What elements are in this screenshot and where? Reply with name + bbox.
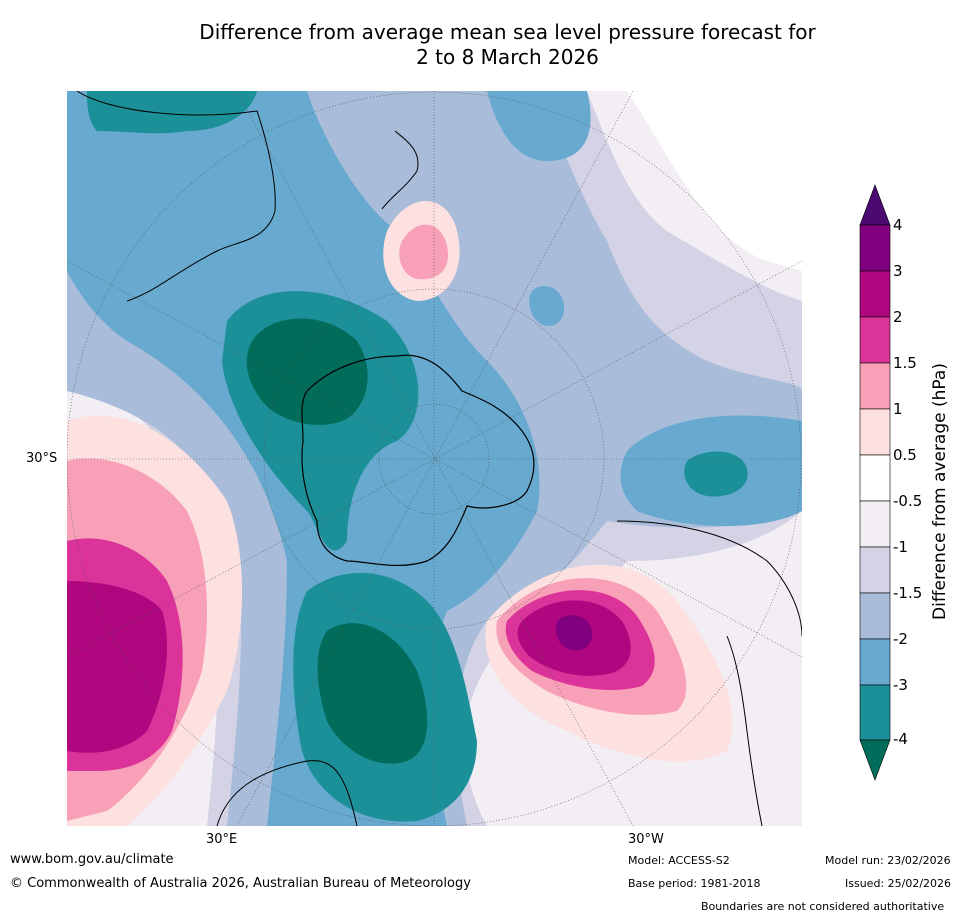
colorbar-band-minus-2: [859, 638, 891, 686]
contour-minus-3-north: [87, 91, 257, 134]
south-america-coastline: [616, 520, 802, 826]
contour-plus-3-east: [555, 615, 593, 651]
colorbar-band-1-1-5: [859, 362, 891, 410]
colorbar-tick: 3: [893, 262, 903, 280]
footer-model-run: Model run: 23/02/2026: [825, 854, 951, 867]
colorbar-band-3-4: [859, 224, 891, 272]
footer-disclaimer: Boundaries are not considered authoritat…: [701, 900, 945, 913]
title-line-1: Difference from average mean sea level p…: [199, 20, 816, 44]
colorbar-tick: -3: [893, 676, 908, 694]
colorbar-tick: 2: [893, 308, 903, 326]
antarctica-coastline: [301, 354, 535, 567]
colorbar-tick: 0.5: [893, 446, 917, 464]
colorbar-band-minus-0-5: [859, 500, 891, 548]
footer-issued: Issued: 25/02/2026: [845, 877, 952, 890]
colorbar-arrow-top: [859, 184, 891, 226]
lon-label-30e: 30°E: [206, 832, 238, 847]
lon-label-30w: 30°W: [628, 832, 664, 847]
colorbar-tick: -4: [893, 730, 908, 748]
colorbar-band-2-3: [859, 270, 891, 318]
colorbar-title: Difference from average (hPa): [930, 363, 950, 620]
footer-copyright: © Commonwealth of Australia 2026, Austra…: [10, 876, 471, 891]
title-line-2: 2 to 8 March 2026: [416, 45, 599, 69]
africa-coastline: [216, 760, 358, 826]
contour-minus-2-north: [487, 91, 591, 161]
colorbar-tick: -1: [893, 538, 908, 556]
colorbar-band-minus-1-5: [859, 592, 891, 640]
lat-label-30s: 30°S: [26, 451, 58, 466]
colorbar-tick: 1.5: [893, 354, 917, 372]
graticule: [67, 91, 802, 826]
footer-base-period: Base period: 1981-2018: [628, 877, 761, 890]
colorbar-tick: 1: [893, 400, 903, 418]
colorbar-band-1-5-2: [859, 316, 891, 364]
colorbar-band-minus-3: [859, 684, 891, 741]
footer-url[interactable]: www.bom.gov.au/climate: [10, 852, 174, 867]
contour-plus-1-north: [399, 224, 448, 280]
contour-below-minus-4-central: [246, 318, 368, 425]
contour-plus-2-west: [67, 581, 167, 753]
colorbar-tick: 4: [893, 216, 903, 234]
colorbar-band-minus-1: [859, 546, 891, 594]
colorbar-tick: -2: [893, 630, 908, 648]
new-zealand-coastline: [381, 130, 419, 210]
colorbar-tick: -1.5: [893, 584, 922, 602]
footer-model: Model: ACCESS-S2: [628, 854, 730, 867]
pressure-anomaly-map: [67, 91, 802, 826]
colorbar-band-0-5-1: [859, 408, 891, 456]
colorbar-arrow-bottom: [859, 739, 891, 781]
map-title: Difference from average mean sea level p…: [60, 20, 955, 70]
colorbar-tick: -0.5: [893, 492, 922, 510]
colorbar: 4 3 2 1.5 1 0.5 -0.5 -1 -1.5 -2 -3 -4: [859, 184, 922, 781]
contour-below-minus-4-south: [317, 623, 428, 764]
colorbar-band-neutral: [859, 454, 891, 502]
australia-coastline: [76, 91, 276, 302]
contour-minus-3-east: [684, 451, 748, 497]
contour-minus-2-small: [529, 286, 565, 326]
